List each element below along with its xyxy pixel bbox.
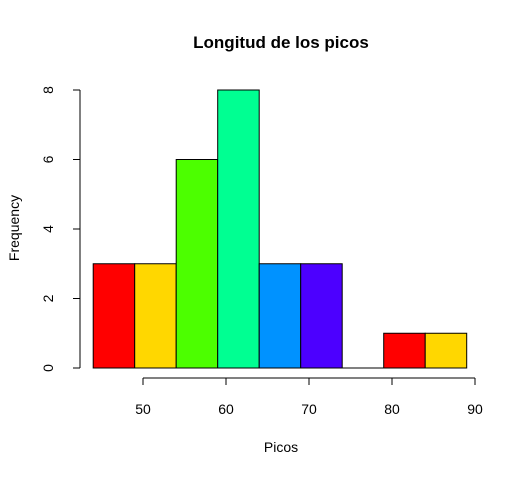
y-tick-label: 6 (40, 155, 56, 163)
y-tick-label: 2 (40, 294, 56, 302)
x-tick-label: 60 (218, 401, 234, 417)
histogram-bar (383, 332, 426, 369)
y-tick-label: 8 (40, 86, 56, 94)
x-tick-label: 50 (135, 401, 151, 417)
histogram-bar (175, 159, 219, 369)
chart-title: Longitud de los picos (193, 33, 369, 52)
histogram-bar (134, 263, 177, 369)
y-ticks-group: 0 2 4 6 8 (40, 86, 80, 372)
y-tick-label: 0 (40, 364, 56, 372)
x-tick-label: 80 (384, 401, 400, 417)
histogram-bar (424, 332, 468, 369)
x-tick-label: 70 (301, 401, 317, 417)
bars-group (92, 89, 468, 369)
y-axis-title: Frequency (6, 195, 22, 261)
histogram-bar (92, 263, 136, 369)
x-ticks-group: 50 60 70 80 90 (135, 378, 483, 417)
x-tick-label: 90 (467, 401, 483, 417)
histogram-bar (300, 263, 343, 369)
y-tick-label: 4 (40, 225, 56, 233)
x-axis-title: Picos (264, 439, 298, 455)
histogram-bar (258, 263, 302, 369)
histogram-bar (217, 89, 260, 369)
